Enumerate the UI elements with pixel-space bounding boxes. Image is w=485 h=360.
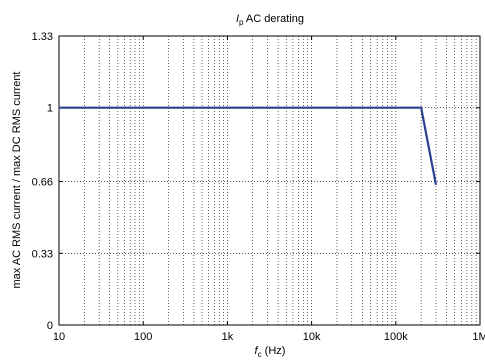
- xlabel-subscript: c: [258, 350, 262, 359]
- title-text: AC derating: [243, 13, 304, 25]
- x-tick-label: 10k: [303, 331, 321, 343]
- y-axis-label: max AC RMS current / max DC RMS current: [11, 72, 23, 289]
- series-layer: [59, 106, 438, 186]
- plot-frame: [58, 35, 481, 326]
- x-axis-label: fc (Hz): [255, 345, 286, 359]
- chart-title: Ip AC derating: [236, 13, 304, 27]
- title-symbol: I: [236, 13, 239, 25]
- xlabel-text: (Hz): [262, 345, 286, 357]
- x-tick-label: 100: [134, 331, 152, 343]
- tick-layer: 10 100 1k 10k 100k 1M 0 0.33 0.66 1 1.33: [32, 31, 485, 343]
- x-tick-label: 1M: [472, 331, 485, 343]
- y-tick-label: 1: [47, 103, 53, 115]
- x-tick-label: 10: [53, 331, 65, 343]
- y-tick-label: 0.66: [32, 177, 53, 189]
- x-tick-label: 100k: [384, 331, 408, 343]
- plot-background: [59, 36, 480, 325]
- x-tick-label: 1k: [222, 331, 234, 343]
- y-tick-label: 0: [47, 320, 53, 332]
- y-tick-label: 0.33: [32, 248, 53, 260]
- series-line: [59, 106, 438, 186]
- y-tick-label: 1.33: [32, 31, 53, 43]
- xlabel-symbol: f: [255, 345, 259, 357]
- title-subscript: p: [239, 18, 244, 27]
